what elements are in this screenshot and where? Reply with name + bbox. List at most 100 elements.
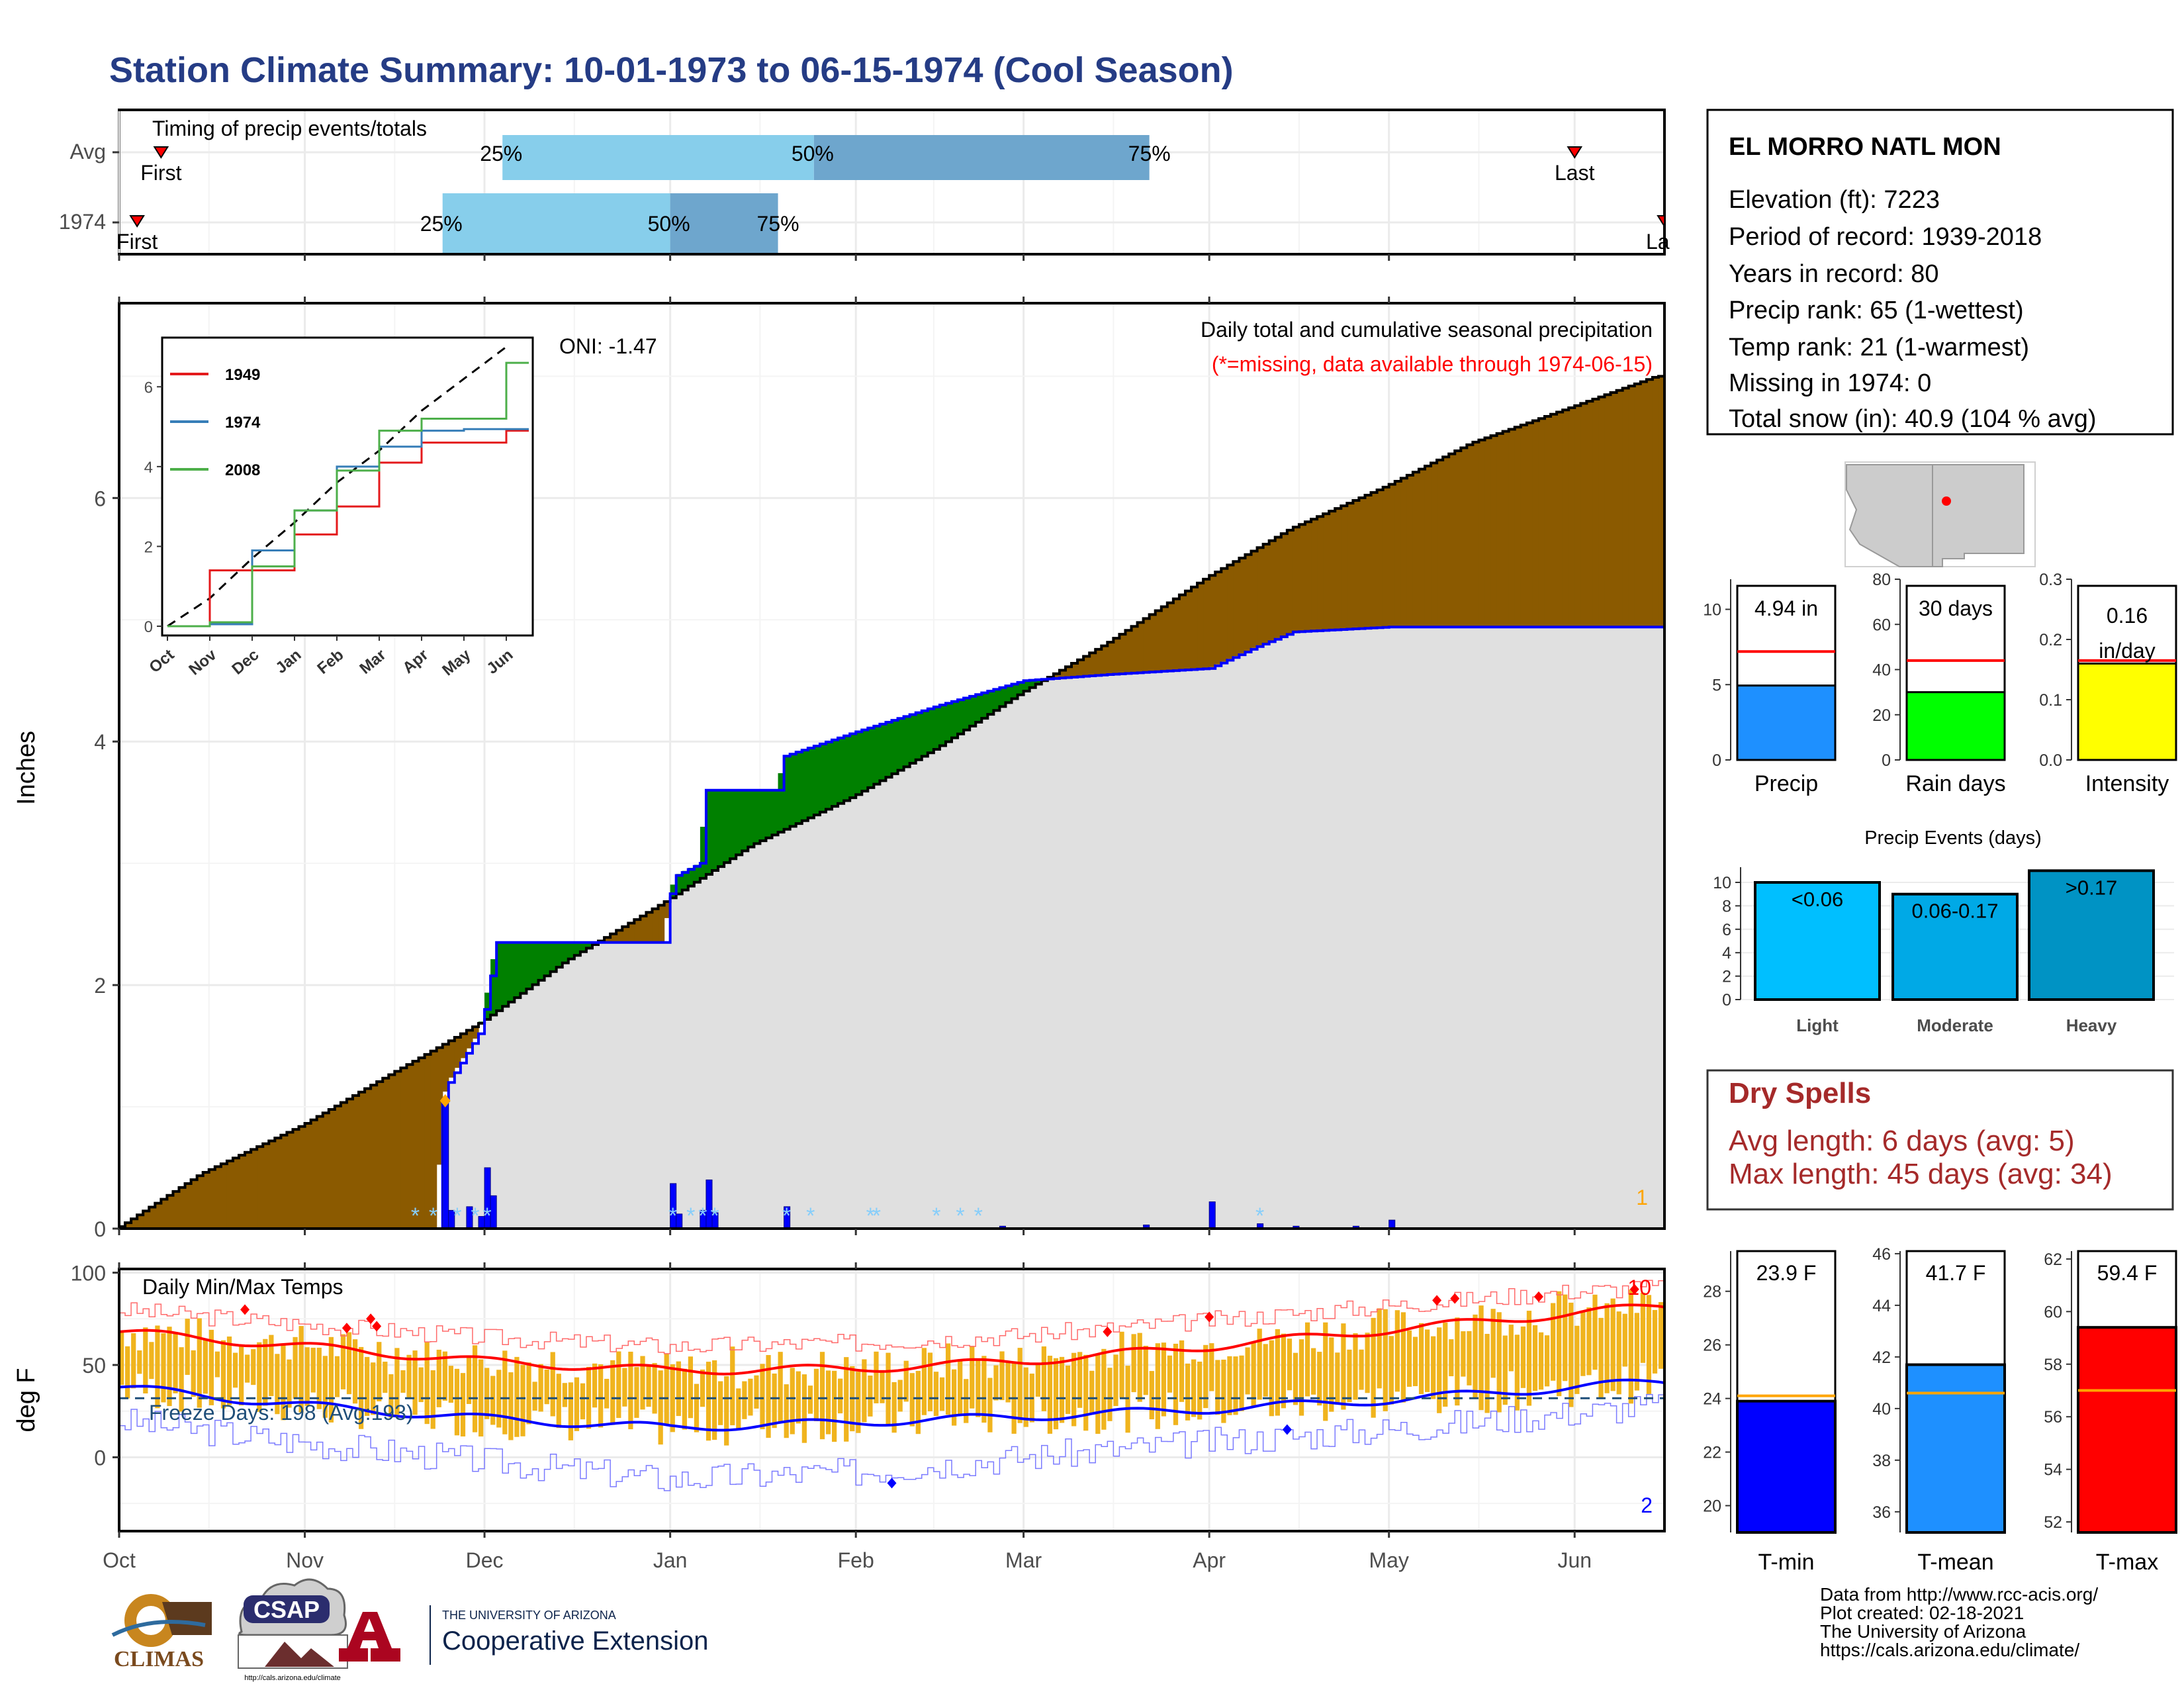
precip-event-bar [2028, 869, 2155, 1001]
credit-line: https://cals.arizona.edu/climate/ [1820, 1640, 2079, 1660]
daily-temp-bar [448, 1366, 454, 1403]
above-average-fill [718, 790, 725, 867]
daily-temp-bar [1394, 1310, 1400, 1392]
daily-temp-bar [1263, 1344, 1268, 1397]
daily-temp-bar [365, 1356, 370, 1416]
above-average-fill [520, 942, 527, 994]
below-average-fill [1544, 416, 1551, 628]
average-cumulative-line [119, 375, 1664, 1229]
temp-y-tick-label: 28 [1703, 1283, 1721, 1301]
above-average-fill [819, 743, 827, 812]
below-average-fill [365, 1088, 371, 1229]
summary-y-tick-label: 80 [1872, 571, 1891, 589]
below-average-fill [1628, 386, 1635, 628]
precip-event-bar [1891, 892, 2019, 1002]
below-average-fill [167, 1195, 174, 1229]
temp-category-label: T-min [1758, 1550, 1815, 1575]
daily-temp-bar [1604, 1303, 1610, 1393]
credit-line: The University of Arizona [1820, 1621, 2026, 1642]
daily-temp-bar [1412, 1336, 1418, 1387]
below-average-fill [1437, 459, 1443, 628]
daily-temp-bar [1502, 1335, 1508, 1405]
daily-temp-bar [1323, 1322, 1328, 1421]
precip-panel-frame [118, 302, 1666, 1230]
first-event-marker [129, 215, 145, 228]
record-low-marker [887, 1477, 897, 1489]
daily-temp-bar [790, 1368, 795, 1434]
summary-category-label: Intensity [2085, 771, 2169, 796]
below-average-fill [1658, 376, 1665, 628]
timing-bar-upper [813, 135, 1150, 180]
above-average-fill [574, 942, 581, 956]
daily-temp-bar [298, 1326, 304, 1413]
daily-temp-bar [478, 1359, 484, 1437]
below-average-fill [622, 926, 629, 943]
below-average-fill [328, 1109, 336, 1229]
month-tick-label: Jan [653, 1548, 688, 1572]
below-average-fill [346, 1099, 353, 1229]
daily-temp-bar [1569, 1302, 1574, 1407]
inset-series-line [167, 428, 529, 628]
below-average-fill [1107, 642, 1114, 675]
below-average-fill [232, 1158, 240, 1229]
daily-temp-bar [1167, 1355, 1173, 1393]
above-average-fill [514, 942, 521, 998]
record-high-marker [1205, 1311, 1214, 1323]
daily-temp-bar [406, 1354, 412, 1398]
above-average-fill [915, 712, 923, 760]
summary-y-tick-label: 0.1 [2039, 691, 2062, 710]
below-average-fill [1125, 630, 1132, 674]
daily-temp-bar [490, 1376, 496, 1425]
first-event-marker [153, 146, 169, 159]
daily-temp-bar [412, 1350, 418, 1415]
summary-y-tick-label: 20 [1872, 706, 1891, 725]
below-average-fill [1263, 543, 1270, 643]
daily-temp-bar [1179, 1340, 1185, 1402]
below-average-fill [1406, 475, 1414, 628]
below-average-fill [1077, 659, 1084, 677]
daily-temp-bar [1155, 1343, 1160, 1429]
snow-trace-marker: * [866, 1203, 875, 1229]
daily-temp-bar [1215, 1360, 1220, 1415]
below-average-fill [1065, 667, 1072, 678]
below-average-fill [1221, 568, 1228, 662]
below-average-fill [275, 1138, 281, 1229]
daily-temp-bar [466, 1356, 472, 1404]
above-average-fill [868, 727, 874, 788]
below-average-fill [412, 1061, 420, 1229]
daily-temp-bar [742, 1381, 747, 1419]
daily-temp-bar [287, 1359, 292, 1408]
daily-temp-bar [1538, 1332, 1544, 1390]
daily-temp-bar [778, 1352, 783, 1422]
daily-temp-bar [179, 1347, 184, 1412]
daily-temp-bar [1418, 1323, 1424, 1394]
below-average-fill [1179, 594, 1186, 671]
temp-category-label: T-mean [1917, 1550, 1993, 1575]
summary-bars: 0 5 10 4.94 in Precip 0 20 40 60 80 30 days Rain da… [1703, 571, 2177, 796]
below-average-fill [161, 1199, 168, 1229]
timing-p50-label: 50% [792, 142, 834, 165]
below-average-fill [1640, 381, 1647, 628]
below-average-fill [208, 1169, 216, 1229]
above-average-fill [1023, 680, 1030, 692]
record-high-marker [366, 1313, 376, 1325]
below-average-fill [436, 1047, 443, 1165]
daily-temp-bar [472, 1345, 478, 1432]
above-average-fill [790, 753, 797, 827]
station-info-frame [1706, 109, 2174, 436]
station-location-dot [1942, 496, 1951, 506]
daily-temp-bar [167, 1327, 172, 1407]
station-line: Missing in 1974: 0 [1729, 369, 1931, 397]
daily-temp-bar [700, 1369, 705, 1407]
daily-temp-bar [1473, 1314, 1478, 1399]
daily-temp-bar [1095, 1355, 1101, 1434]
above-average-fill [909, 714, 917, 764]
daily-temp-bar [993, 1365, 999, 1401]
ua-logo: THE UNIVERSITY OF ARIZONA Cooperative Ex… [339, 1605, 708, 1665]
daily-temp-bar [1047, 1356, 1053, 1434]
above-average-fill [891, 719, 899, 774]
above-average-fill [933, 706, 940, 750]
daily-temp-bar [862, 1359, 867, 1423]
above-average-fill [976, 693, 982, 722]
